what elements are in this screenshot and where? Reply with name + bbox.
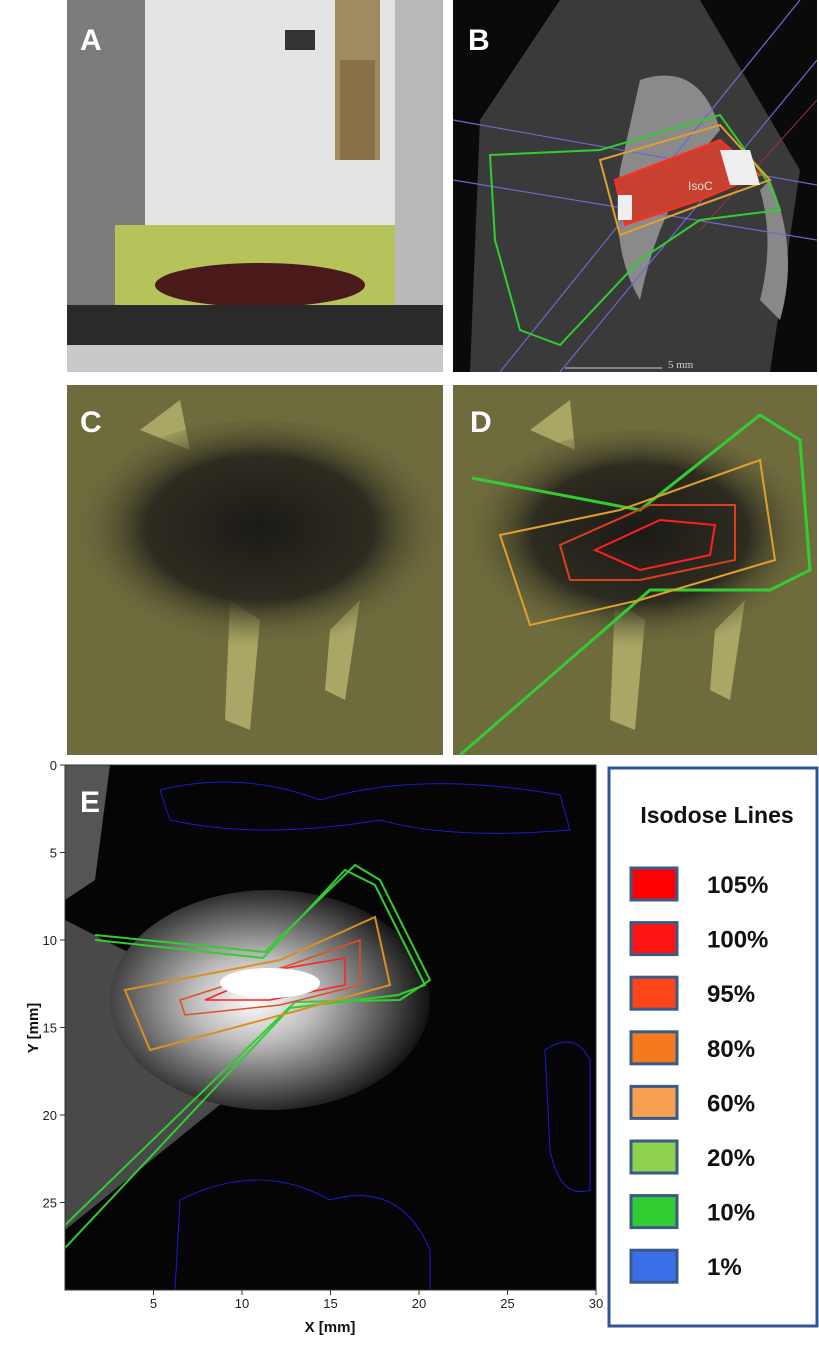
legend-swatch [631,923,677,955]
legend-label: 1% [707,1254,742,1281]
x-tick-label: 15 [323,1296,337,1311]
legend-swatch [631,977,677,1009]
photo-a [67,0,443,372]
legend-title: Isodose Lines [640,802,793,828]
x-tick-label: 20 [412,1296,426,1311]
legend-swatch [631,1032,677,1064]
legend-label: 80% [707,1036,755,1063]
legend-label: 10% [707,1200,755,1227]
legend-swatch [631,1141,677,1173]
y-axis-label: Y [mm] [25,1003,42,1054]
dose-map-e [65,765,596,1290]
y-tick-label: 5 [50,846,57,861]
panel-label: A [80,24,102,57]
legend-swatch [631,868,677,900]
legend-swatch [631,1086,677,1118]
x-tick-label: 10 [235,1296,249,1311]
legend-label: 100% [707,927,768,954]
panel-label: C [80,406,102,439]
isocenter-label: IsoC [688,179,713,193]
x-axis-label: X [mm] [305,1319,356,1336]
y-tick-label: 20 [43,1108,57,1123]
y-tick-label: 15 [43,1021,57,1036]
panel-label: B [468,24,490,57]
ct-b: IsoC 5 mm [453,0,817,372]
legend-label: 60% [707,1090,755,1117]
film-d [453,385,819,755]
film-c [67,385,450,755]
x-tick-label: 5 [150,1296,157,1311]
y-tick-label: 10 [43,933,57,948]
panel-label: D [470,406,492,439]
legend-label: 95% [707,981,755,1008]
y-tick-label: 0 [50,758,57,773]
x-tick-label: 25 [500,1296,514,1311]
legend-label: 20% [707,1145,755,1172]
legend-swatch [631,1196,677,1228]
legend-swatch [631,1250,677,1282]
x-tick-label: 30 [589,1296,603,1311]
y-tick-label: 25 [43,1196,57,1211]
panel-label: E [80,786,100,819]
scale-bar-label: 5 mm [668,359,694,371]
legend-label: 105% [707,872,768,899]
figure: A IsoC 5 mm B C [0,0,819,1345]
